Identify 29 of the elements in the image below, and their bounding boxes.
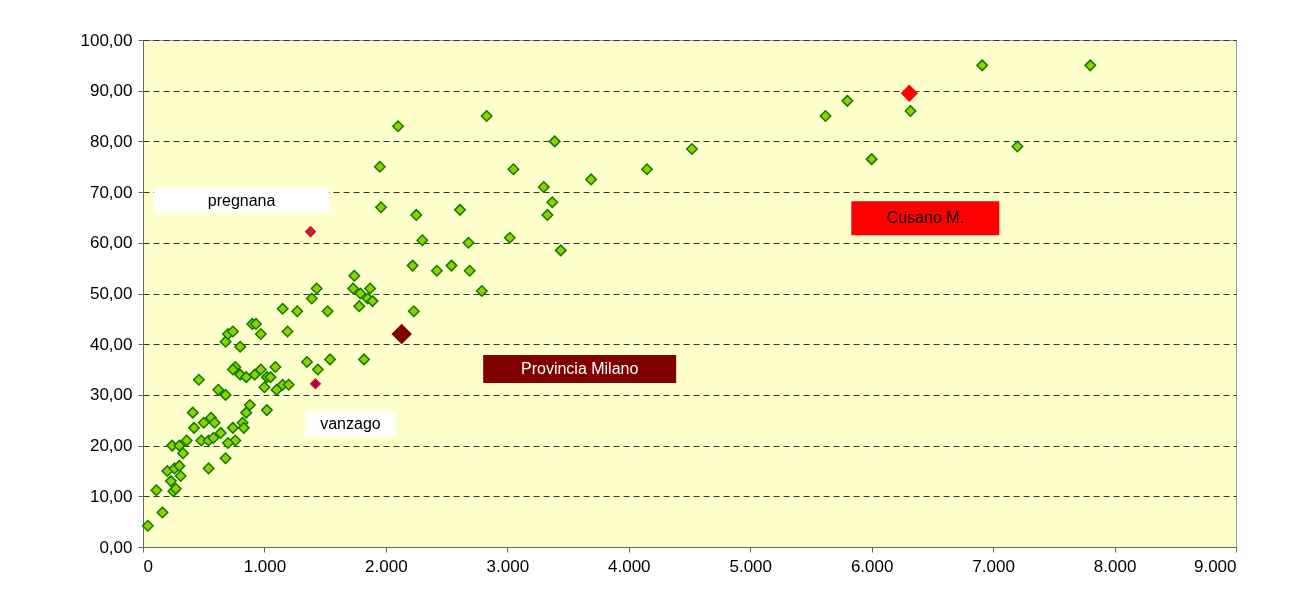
x-tick-label: 7.000 — [972, 556, 1015, 576]
y-tick-label: 100,00 — [80, 30, 133, 50]
y-tick-label: 20,00 — [89, 436, 133, 456]
x-tick-label: 0 — [143, 556, 153, 576]
text: pregnana — [207, 191, 276, 209]
point — [309, 378, 321, 390]
text: Provincia Milano — [520, 360, 639, 378]
y-tick-label: 70,00 — [89, 182, 133, 202]
y-tick-label: 80,00 — [89, 131, 133, 151]
y-tick-label: 50,00 — [89, 284, 133, 303]
x-tick-label: 4.000 — [608, 556, 651, 576]
point — [305, 226, 317, 238]
y-tick-label: 40,00 — [89, 334, 133, 354]
y-tick-label: 0,00 — [99, 537, 133, 557]
y-tick-label: 30,00 — [89, 385, 133, 405]
x-tick-label: 8.000 — [1093, 556, 1137, 576]
y-tick-label: 10,00 — [89, 486, 133, 506]
x-tick-label: 3.000 — [486, 556, 530, 576]
y-tick-label: 60,00 — [89, 233, 133, 253]
x-tick-label: 1.000 — [243, 556, 287, 576]
x-tick-label: 6.000 — [850, 556, 894, 576]
x-tick-label: 5.000 — [729, 556, 772, 576]
point — [900, 84, 918, 102]
series-label: vanzago — [320, 414, 381, 432]
x-tick-label: 9.000 — [1193, 556, 1237, 576]
y-tick-label: 90,00 — [89, 81, 133, 101]
point — [391, 323, 412, 345]
text: Cusano M. — [886, 209, 964, 227]
x-tick-label: 2.000 — [365, 556, 408, 576]
